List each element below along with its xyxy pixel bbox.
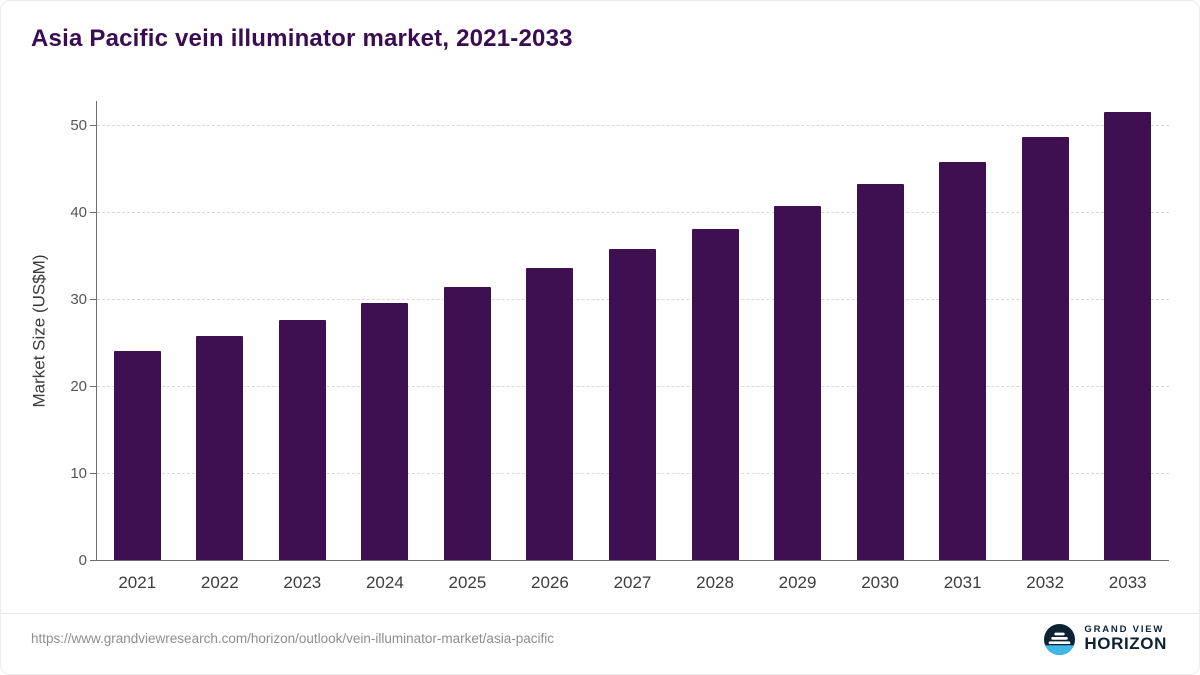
horizon-logo-icon (1044, 624, 1076, 655)
y-axis-tick (90, 212, 96, 213)
y-axis-tick (90, 560, 96, 561)
footer-divider (1, 613, 1199, 614)
y-tick-label: 20 (70, 378, 87, 395)
bar-2025 (443, 286, 491, 560)
y-tick-label: 40 (70, 204, 87, 221)
bar-2033 (1104, 111, 1152, 560)
x-tick-label: 2022 (200, 573, 239, 592)
bar-2032 (1021, 137, 1069, 560)
x-tick-label: 2028 (696, 573, 734, 592)
x-axis-line (96, 560, 1169, 561)
logo-line-grand-view: GRAND VIEW (1084, 623, 1165, 635)
y-axis-tick (90, 386, 96, 387)
bar-2024 (361, 303, 409, 560)
bar-2023 (278, 319, 326, 560)
x-tick-label: 2031 (943, 573, 982, 592)
plot-area: 2021 2022 2023 2024 2025 2026 2027 2028 2029 2030… (90, 101, 1169, 592)
bar-2026 (526, 267, 574, 560)
y-axis-tick (90, 125, 96, 126)
bar-2021 (113, 351, 161, 560)
y-tick-label: 10 (70, 465, 87, 482)
y-axis-labels: 0 10 20 30 40 50 (37, 101, 87, 569)
x-tick-label: 2025 (448, 573, 487, 592)
logo-wordmark: GRAND VIEW HORIZON (1084, 623, 1167, 654)
x-tick-label: 2032 (1026, 573, 1065, 592)
y-tick-label: 50 (70, 117, 87, 134)
x-tick-label: 2026 (531, 573, 569, 592)
bar-2028 (691, 228, 739, 560)
x-tick-label: 2021 (118, 573, 157, 592)
bar-2022 (196, 335, 244, 560)
y-tick-label: 30 (70, 291, 87, 308)
y-tick-label: 0 (78, 552, 87, 569)
y-axis-line (96, 101, 97, 561)
x-tick-label: 2030 (861, 573, 900, 592)
bar-2031 (939, 161, 987, 560)
grand-view-horizon-logo: GRAND VIEW HORIZON (1044, 624, 1167, 655)
logo-line-horizon: HORIZON (1084, 634, 1167, 654)
y-axis-tick (90, 473, 96, 474)
x-tick-label: 2033 (1108, 573, 1147, 592)
y-axis-tick (90, 299, 96, 300)
x-tick-label: 2023 (283, 573, 322, 592)
x-tick-label: 2029 (778, 573, 817, 592)
gridline (97, 125, 1169, 126)
source-url: https://www.grandviewresearch.com/horizo… (31, 631, 554, 646)
bar-2029 (774, 205, 822, 560)
bar-2030 (856, 184, 904, 560)
x-tick-label: 2027 (613, 573, 652, 592)
gridline (97, 212, 1169, 213)
chart-title: Asia Pacific vein illuminator market, 20… (31, 25, 573, 52)
x-tick-label: 2024 (365, 573, 404, 592)
bar-2027 (609, 248, 656, 560)
